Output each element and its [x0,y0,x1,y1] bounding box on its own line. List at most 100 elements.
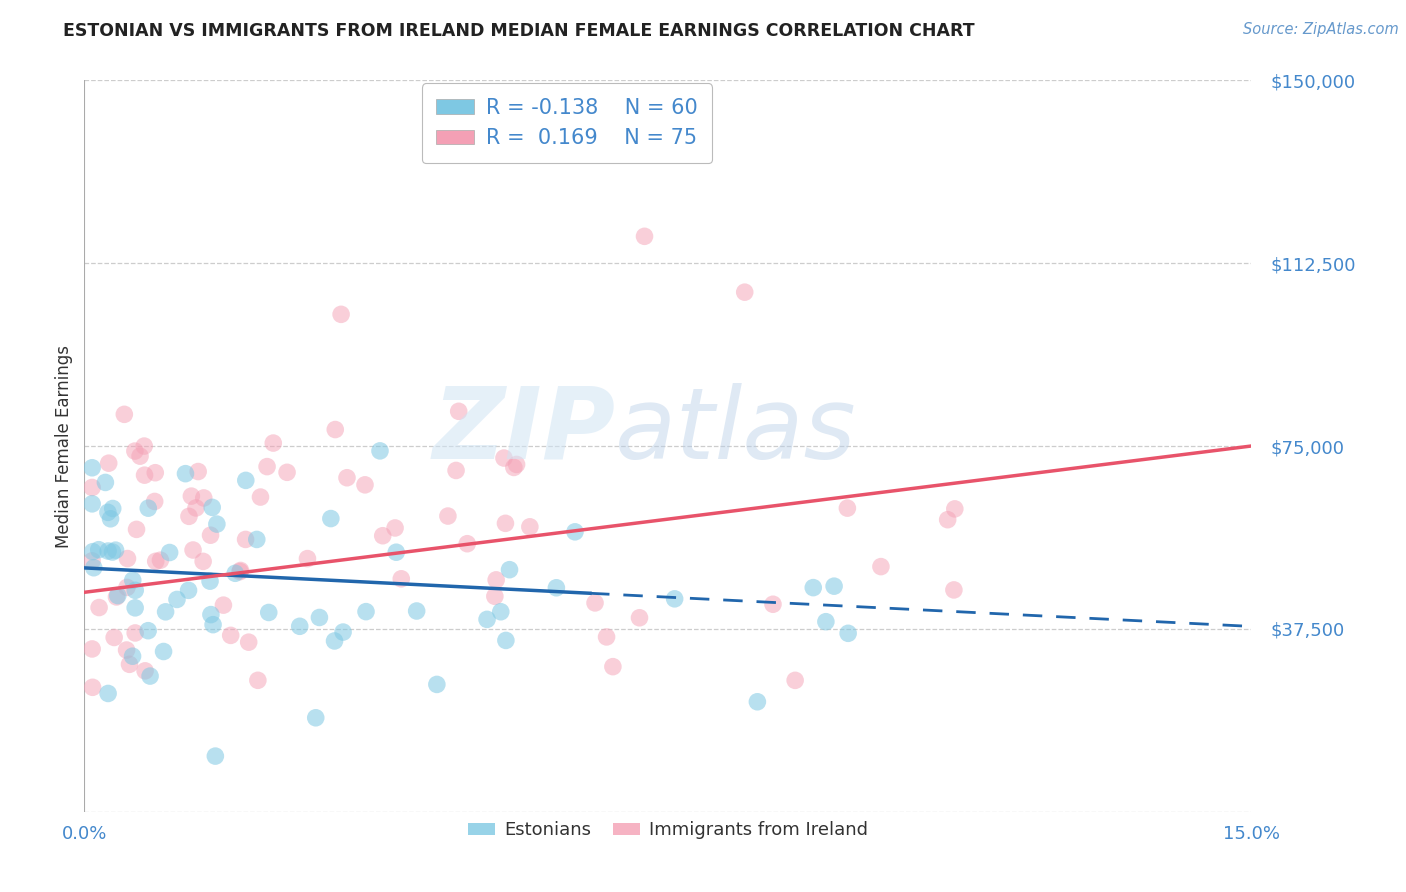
Point [82,480,104,494]
Point [405,604,427,618]
Point [323,634,346,648]
Point [734,285,756,300]
Point [87,542,110,557]
Point [330,307,353,321]
Point [200,528,222,542]
Point [205,517,228,532]
Point [475,612,498,626]
Point [82,497,104,511]
Text: Source: ZipAtlas.com: Source: ZipAtlas.com [1243,22,1399,37]
Point [837,626,859,640]
Point [447,404,470,418]
Point [118,657,141,672]
Point [323,423,346,437]
Point [384,521,406,535]
Point [97,505,120,519]
Point [115,581,138,595]
Point [82,544,104,558]
Point [181,543,204,558]
Point [837,501,859,516]
Point [747,695,769,709]
Point [177,509,200,524]
Point [229,565,252,579]
Point [193,491,215,505]
Point [191,554,214,568]
Point [200,607,222,622]
Point [94,475,117,490]
Point [136,501,159,516]
Point [354,478,377,492]
Point [936,513,959,527]
Point [305,711,328,725]
Point [101,501,124,516]
Point [104,543,127,558]
Point [124,626,146,640]
Point [246,673,269,688]
Point [595,630,617,644]
Point [212,598,235,612]
Point [235,533,257,547]
Point [82,460,104,475]
Point [129,449,152,463]
Point [519,520,541,534]
Point [124,583,146,598]
Point [332,625,354,640]
Point [105,590,128,604]
Point [664,591,686,606]
Point [159,545,181,559]
Point [143,466,166,480]
Point [785,673,807,688]
Point [628,611,651,625]
Point [257,606,280,620]
Point [166,592,188,607]
Point [814,615,837,629]
Point [426,677,449,691]
Point [249,490,271,504]
Point [152,644,174,658]
Point [149,553,172,567]
Point [97,456,120,470]
Point [87,600,110,615]
Point [198,574,221,589]
Point [262,436,284,450]
Point [870,559,893,574]
Point [82,554,104,568]
Point [368,443,391,458]
Point [187,465,209,479]
Point [288,619,311,633]
Text: atlas: atlas [616,383,858,480]
Point [246,533,269,547]
Point [82,681,104,695]
Point [276,466,298,480]
Point [308,610,330,624]
Point [180,489,202,503]
Point [235,474,257,488]
Point [82,642,104,657]
Point [229,564,252,578]
Point [117,551,139,566]
Point [444,463,467,477]
Point [112,408,135,422]
Point [224,566,246,581]
Point [97,544,120,558]
Point [385,545,408,559]
Text: ESTONIAN VS IMMIGRANTS FROM IRELAND MEDIAN FEMALE EARNINGS CORRELATION CHART: ESTONIAN VS IMMIGRANTS FROM IRELAND MEDI… [63,22,974,40]
Point [134,664,156,678]
Point [823,579,845,593]
Point [174,467,197,481]
Point [456,537,478,551]
Point [121,649,143,664]
Point [143,494,166,508]
Point [136,624,159,638]
Point [145,554,167,568]
Point [583,596,606,610]
Point [485,573,508,587]
Point [389,572,412,586]
Point [101,545,124,559]
Point [354,605,377,619]
Point [204,749,226,764]
Point [139,669,162,683]
Point [103,631,125,645]
Point [336,471,359,485]
Point [83,560,105,574]
